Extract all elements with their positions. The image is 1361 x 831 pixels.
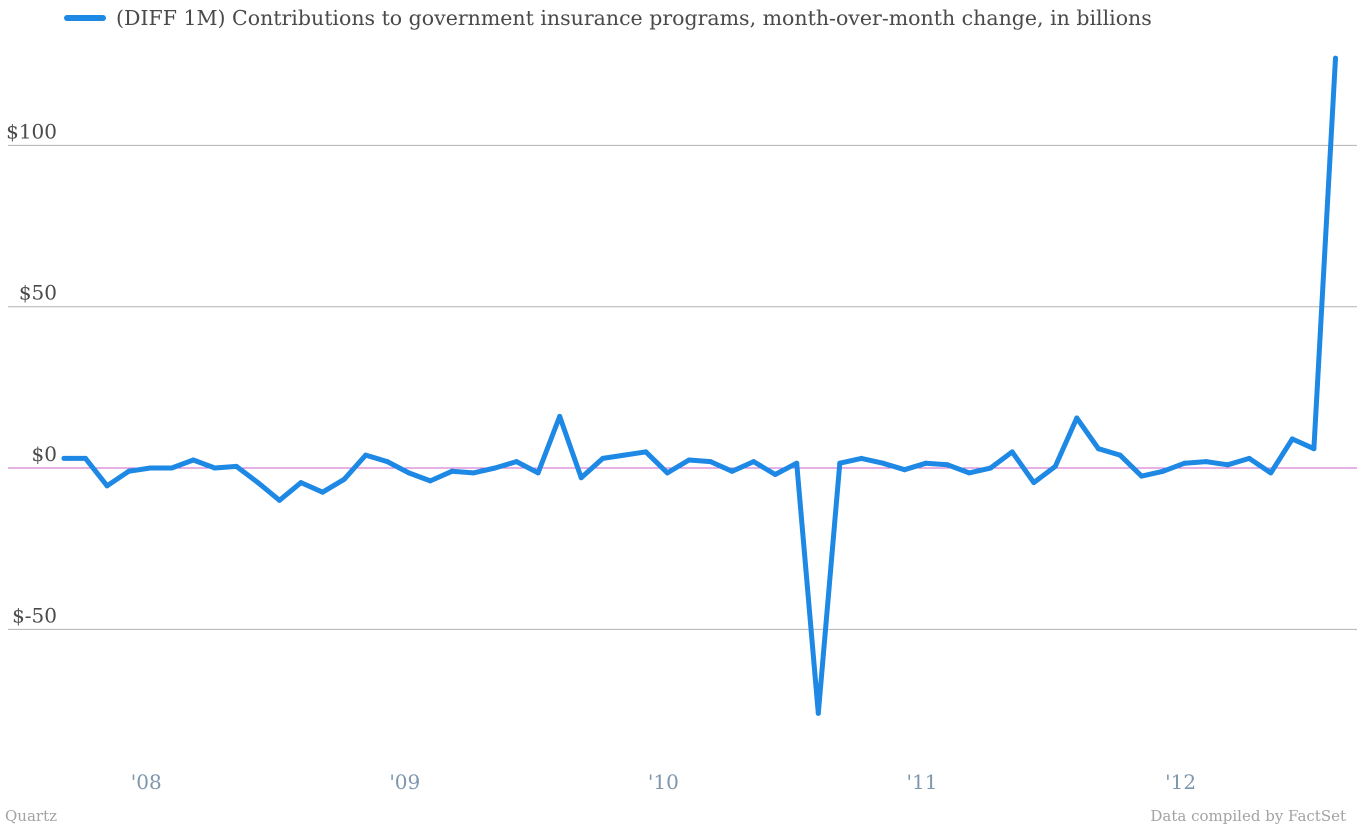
data-point	[298, 480, 304, 486]
data-point	[341, 476, 347, 482]
x-tick-label: '12	[1165, 770, 1196, 794]
source-credit: Quartz	[5, 807, 58, 825]
data-point	[1117, 452, 1123, 458]
data-point	[363, 452, 369, 458]
y-axis-ticks: $100 $50 $0 $-50	[6, 119, 57, 627]
data-point	[557, 413, 563, 419]
data-point	[815, 710, 821, 716]
legend-label: (DIFF 1M) Contributions to government in…	[116, 6, 1152, 30]
x-tick-label: '08	[131, 770, 162, 794]
data-point	[212, 465, 218, 471]
data-point	[902, 467, 907, 473]
y-tick-label: $50	[19, 281, 57, 305]
data-point	[320, 489, 326, 495]
data-point	[1052, 463, 1058, 469]
data-point	[147, 465, 153, 471]
data-point	[384, 459, 390, 465]
data-point	[104, 483, 110, 489]
data-point	[945, 462, 951, 468]
x-tick-label: '11	[907, 770, 938, 794]
data-point	[1225, 462, 1231, 468]
data-point	[794, 460, 800, 466]
data-point	[169, 465, 175, 471]
data-point	[880, 460, 886, 466]
data-credit: Data compiled by FactSet	[1150, 807, 1346, 825]
data-point	[449, 468, 455, 474]
data-point	[643, 449, 649, 455]
x-tick-label: '10	[648, 770, 679, 794]
legend-swatch	[64, 15, 106, 21]
grid-lines	[8, 144, 1357, 630]
data-point	[83, 455, 88, 461]
legend: (DIFF 1M) Contributions to government in…	[64, 6, 1152, 30]
y-tick-label: $-50	[12, 603, 57, 627]
data-point	[621, 452, 627, 458]
data-point	[1246, 455, 1252, 461]
data-point	[1268, 470, 1274, 476]
data-point	[233, 463, 239, 469]
data-point	[1182, 460, 1188, 466]
data-point	[470, 470, 476, 476]
data-point	[1289, 436, 1295, 442]
data-point	[988, 465, 994, 471]
y-tick-label: $0	[32, 442, 57, 466]
data-point	[686, 457, 692, 463]
data-point	[1009, 449, 1015, 455]
x-tick-label: '09	[389, 770, 420, 794]
data-point	[535, 470, 541, 476]
data-point	[1095, 446, 1101, 452]
data-point	[1031, 480, 1037, 486]
data-point	[708, 459, 713, 465]
data-point	[427, 478, 433, 484]
data-point	[664, 470, 670, 476]
y-tick-label: $100	[6, 119, 57, 143]
data-point	[126, 468, 132, 474]
data-point	[858, 455, 864, 461]
data-point	[255, 480, 261, 486]
data-point	[190, 457, 196, 463]
data-point	[277, 497, 282, 503]
data-point	[837, 460, 843, 466]
data-point	[600, 455, 606, 461]
data-point	[923, 460, 929, 466]
data-point	[61, 455, 67, 461]
data-point	[1203, 459, 1209, 465]
x-axis-ticks: '08 '09 '10 '11 '12	[131, 770, 1196, 794]
data-point	[772, 472, 778, 477]
data-point	[751, 459, 757, 465]
data-point	[406, 470, 412, 476]
data-point	[1311, 446, 1317, 452]
data-point	[729, 468, 735, 474]
series-layer	[61, 55, 1338, 716]
data-point	[514, 459, 519, 465]
series-line	[61, 55, 1338, 716]
data-point	[578, 475, 584, 481]
data-point	[1139, 473, 1144, 479]
data-point	[1160, 468, 1166, 474]
data-point	[1074, 415, 1080, 421]
data-point	[492, 465, 498, 471]
data-point	[966, 470, 972, 476]
data-point	[1333, 55, 1338, 61]
